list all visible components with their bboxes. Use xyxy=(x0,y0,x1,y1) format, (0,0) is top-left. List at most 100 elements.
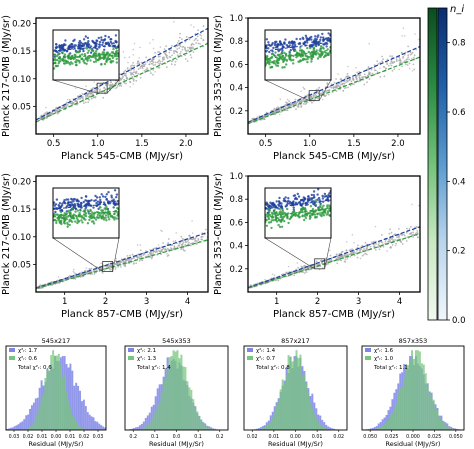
inset-point-green xyxy=(59,221,63,224)
hist-bar-green xyxy=(377,428,380,430)
data-point xyxy=(386,62,389,65)
data-point xyxy=(382,245,385,248)
inset-point-blue xyxy=(289,48,292,52)
hist-bar-blue xyxy=(90,416,93,430)
data-point xyxy=(415,48,418,51)
data-point xyxy=(202,39,205,41)
data-point xyxy=(391,55,393,58)
inset-point-green xyxy=(63,220,66,223)
data-point xyxy=(401,35,403,37)
hist-bar-green xyxy=(269,422,272,430)
inset-point-green xyxy=(66,225,69,228)
data-point xyxy=(129,254,131,257)
data-point xyxy=(370,242,373,245)
data-point xyxy=(310,95,313,98)
hist-x-tick-label: 0.2 xyxy=(216,434,224,440)
hist-bar-blue xyxy=(257,428,260,430)
data-point xyxy=(364,253,366,255)
data-point xyxy=(55,107,57,110)
data-point xyxy=(100,262,102,265)
data-point xyxy=(327,262,330,265)
data-point xyxy=(389,62,392,65)
data-point xyxy=(171,54,173,57)
data-point xyxy=(372,243,375,246)
hist-bar-blue xyxy=(317,414,320,430)
data-point xyxy=(358,71,361,73)
inset-point-green xyxy=(267,217,271,221)
data-point xyxy=(280,107,283,110)
data-point xyxy=(152,69,155,71)
hist-bar-green xyxy=(422,364,425,430)
inset-point-green xyxy=(62,59,65,62)
hist-bar-blue xyxy=(261,426,264,430)
inset-point-blue xyxy=(82,200,86,204)
data-point xyxy=(291,106,293,108)
inset-point-green xyxy=(303,214,306,218)
data-point xyxy=(159,251,162,253)
inset-point-blue xyxy=(310,38,313,41)
x-tick-label: 3 xyxy=(144,297,149,307)
data-point xyxy=(85,96,88,99)
data-point xyxy=(312,94,315,97)
data-point xyxy=(91,273,93,275)
inset-point-green xyxy=(280,218,283,221)
hist-bar-green xyxy=(305,383,308,430)
hist-x-tick-label: 0.025 xyxy=(428,434,442,440)
hist-plot-area xyxy=(6,350,106,430)
inset-point-green xyxy=(113,212,116,216)
inset-point-blue xyxy=(306,199,310,202)
data-point xyxy=(391,62,394,64)
data-point xyxy=(366,81,368,84)
y-tick-label: 1.0 xyxy=(229,14,243,24)
inset-point-green xyxy=(111,51,115,54)
legend-swatch-blue xyxy=(247,348,253,352)
data-point xyxy=(381,234,383,236)
data-point xyxy=(184,241,187,244)
y-tick-label: 0.15 xyxy=(12,205,31,215)
hist-bar-blue xyxy=(381,419,384,430)
inset-point-blue xyxy=(89,51,93,54)
y-tick-label: 0.05 xyxy=(12,102,31,112)
inset-point-blue xyxy=(73,46,76,49)
data-point xyxy=(365,253,368,256)
inset-point-blue xyxy=(314,35,317,38)
inset-point-green xyxy=(83,53,87,56)
y-axis-label: Planck 217-CMB (MJy/sr) xyxy=(1,15,12,137)
data-point xyxy=(297,266,299,269)
inset-point-blue xyxy=(293,197,297,201)
data-point xyxy=(200,37,203,40)
data-point xyxy=(150,59,153,62)
inset-point-green xyxy=(112,47,115,51)
hist-bar-green xyxy=(397,392,400,430)
hist-bar-blue xyxy=(321,419,324,430)
inset-point-blue xyxy=(272,46,275,50)
data-point xyxy=(300,265,303,268)
inset-point-blue xyxy=(55,45,59,49)
inset-point-green xyxy=(102,218,106,221)
inset-point-green xyxy=(268,63,271,66)
data-point xyxy=(295,108,297,110)
hist-bar-blue xyxy=(96,421,99,430)
legend-swatch-blue xyxy=(128,348,134,352)
legend-swatch-blue xyxy=(365,348,371,352)
inset-point-green xyxy=(300,51,304,54)
inset-point-blue xyxy=(316,198,319,201)
data-point xyxy=(414,33,416,35)
data-point xyxy=(395,60,398,62)
data-point xyxy=(341,83,344,85)
data-point xyxy=(405,63,407,66)
data-point xyxy=(395,242,397,245)
inset-point-blue xyxy=(103,39,106,42)
inset-point-blue xyxy=(67,198,70,201)
y-tick-label: 0.8 xyxy=(229,195,243,205)
inset-point-blue xyxy=(56,207,59,211)
data-point xyxy=(132,62,135,64)
hist-bar-green xyxy=(438,416,441,430)
hist-bar-green xyxy=(158,401,161,430)
data-point xyxy=(307,96,309,98)
hist-bar-blue xyxy=(331,428,334,430)
hist-bar-blue xyxy=(373,427,376,430)
inset-point-green xyxy=(328,213,331,217)
